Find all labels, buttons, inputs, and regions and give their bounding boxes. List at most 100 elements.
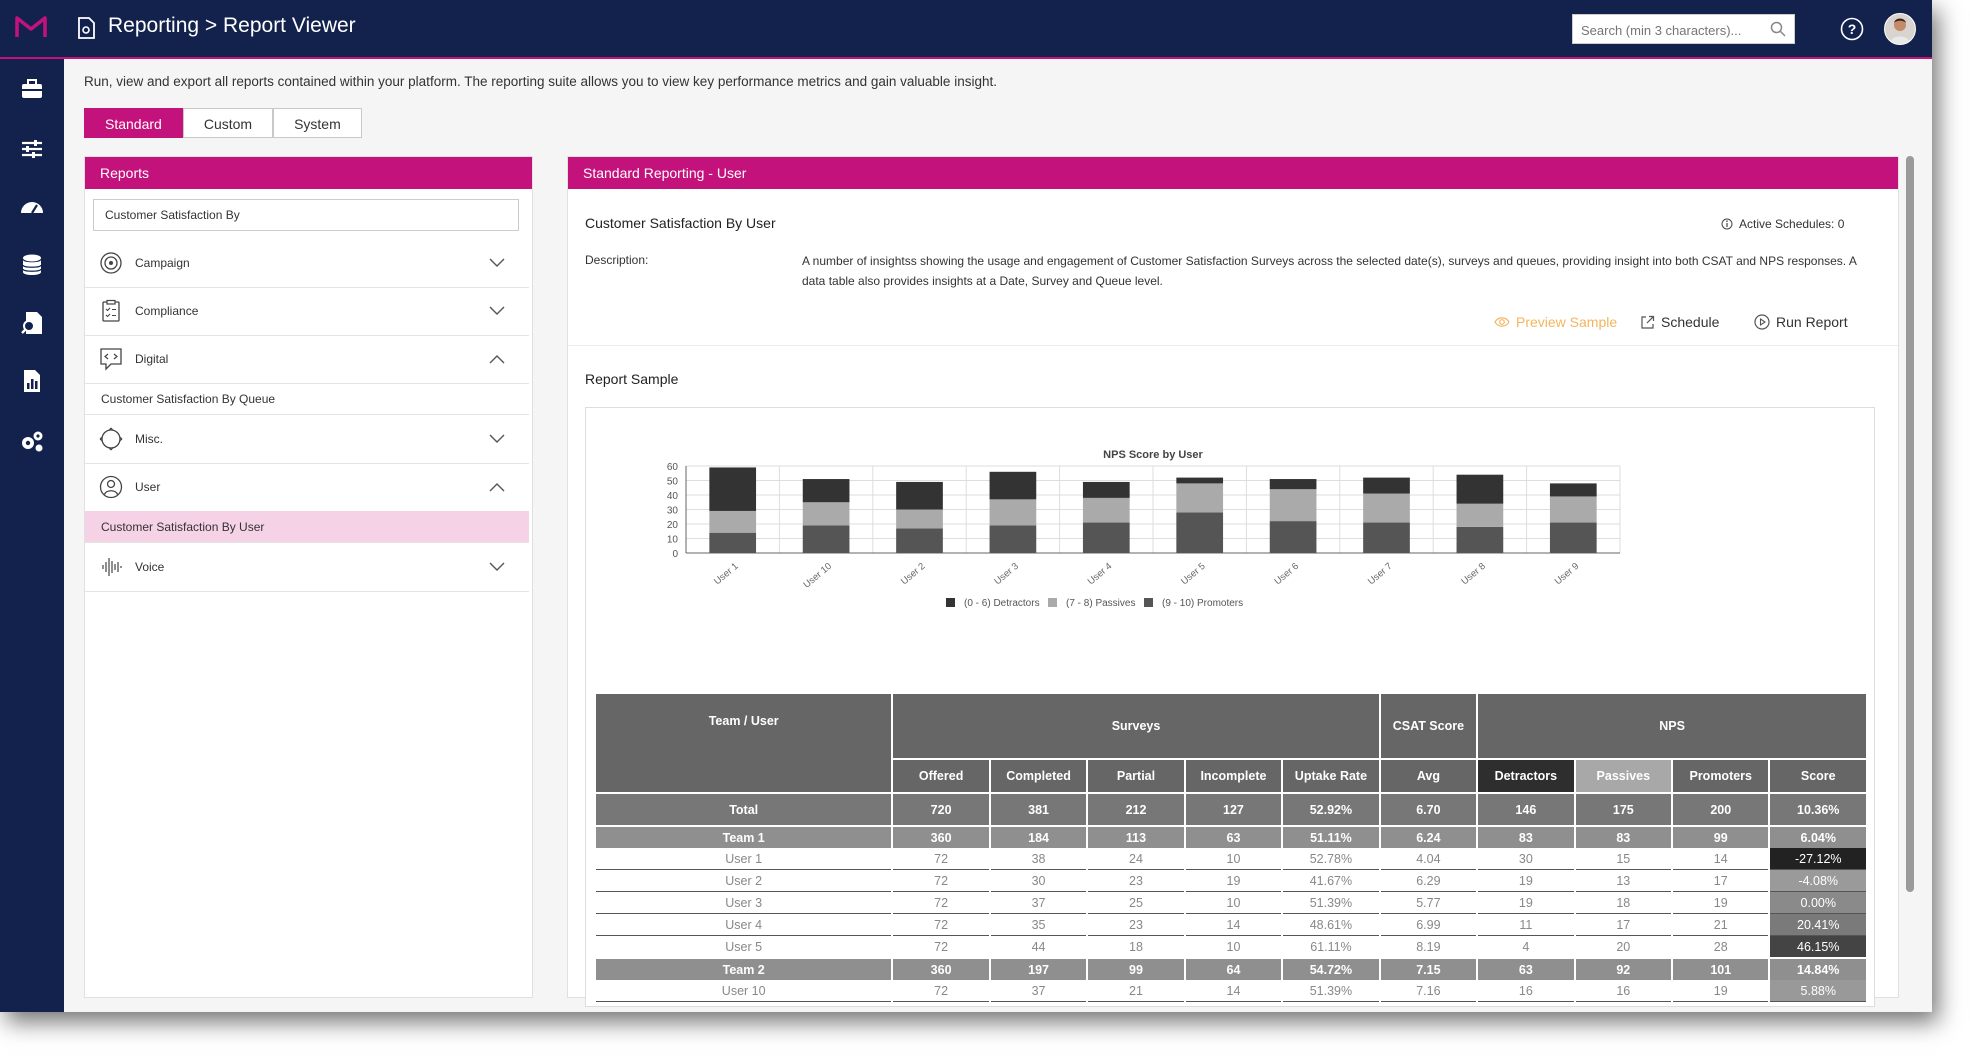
y-tick-label: 40 (667, 491, 679, 502)
report-filter-input[interactable]: Customer Satisfaction By (93, 199, 519, 231)
code-chat-icon (100, 348, 122, 371)
table-cell: 63 (1184, 825, 1284, 848)
briefcase-icon[interactable] (18, 75, 46, 103)
chevron-down-icon[interactable] (489, 306, 505, 316)
header-partial: Partial (1087, 758, 1186, 793)
search-input[interactable] (1579, 16, 1768, 44)
chevron-down-icon[interactable] (489, 258, 505, 268)
legend-swatch (946, 598, 955, 607)
nps-score-cell: 14.84% (1769, 957, 1868, 980)
row-label-cell: User 1 (596, 848, 894, 870)
header-avg: Avg (1379, 758, 1479, 793)
document-search-icon[interactable] (18, 309, 46, 337)
chevron-down-icon[interactable] (489, 434, 505, 444)
table-cell: 19 (1477, 869, 1576, 892)
table-cell: 16 (1477, 980, 1576, 1002)
tab-system[interactable]: System (273, 108, 362, 138)
table-cell: 64 (1184, 957, 1284, 980)
table-cell: 38 (989, 848, 1089, 870)
bar-segment (896, 481, 943, 510)
header-team-user: Team / User (596, 694, 894, 793)
table-cell: 30 (1477, 848, 1576, 870)
category-misc[interactable]: Misc. (85, 415, 529, 464)
x-tick-label: User 7 (1366, 561, 1395, 587)
category-user[interactable]: User (85, 463, 529, 512)
run-report-button[interactable]: Run Report (1754, 314, 1848, 330)
page-title: Reporting > Report Viewer (108, 14, 356, 37)
category-digital[interactable]: Digital (85, 335, 529, 384)
x-tick-label: User 3 (992, 561, 1021, 587)
bar-segment (896, 528, 943, 553)
tab-standard[interactable]: Standard (84, 108, 183, 138)
bar-segment (989, 471, 1037, 500)
schedule-button[interactable]: Schedule (1640, 314, 1719, 330)
chevron-down-icon[interactable] (489, 562, 505, 572)
user-avatar[interactable] (1884, 13, 1916, 45)
app-window: Reporting > Report Viewer ? (0, 0, 1932, 1012)
table-cell: 37 (989, 891, 1089, 914)
table-cell: 83 (1574, 825, 1674, 848)
play-circle-icon (1754, 314, 1770, 330)
table-cell: 19 (1477, 891, 1576, 914)
preview-sample-button[interactable]: Preview Sample (1494, 314, 1617, 330)
table-row: User 10 72 37 21 14 51.39% 7.16 16 16 19 5.88% (596, 980, 1868, 1002)
table-cell: 21 (1672, 913, 1771, 936)
report-icon[interactable] (18, 367, 46, 395)
table-cell: 212 (1087, 792, 1186, 826)
row-label-cell: User 2 (596, 869, 894, 892)
dashboard-icon[interactable] (18, 193, 46, 221)
report-sample-title: Report Sample (585, 371, 679, 387)
report-item-customer-satisfaction-by-queue[interactable]: Customer Satisfaction By Queue (85, 383, 529, 415)
report-detail-panel: Standard Reporting - User Customer Satis… (567, 156, 1899, 1007)
tab-custom[interactable]: Custom (182, 108, 274, 138)
table-cell: 5.77 (1379, 891, 1479, 914)
category-voice[interactable]: Voice (85, 543, 529, 592)
header-incomplete: Incomplete (1184, 758, 1284, 793)
table-cell: 175 (1574, 792, 1674, 826)
report-table-body: Total 720 381 212 127 52.92% 6.70 146 175 200 10.3… (596, 792, 1868, 1002)
table-cell: 10 (1184, 848, 1284, 870)
y-tick-label: 10 (667, 535, 679, 546)
x-tick-label: User 2 (899, 561, 928, 587)
bar-segment (989, 499, 1037, 526)
category-compliance[interactable]: Compliance (85, 287, 529, 336)
x-tick-label: User 10 (801, 561, 834, 591)
table-cell: 200 (1672, 792, 1771, 826)
sound-wave-icon (102, 558, 122, 576)
row-label-cell: User 4 (596, 913, 894, 936)
bar-segment (1269, 479, 1317, 490)
bar-segment (1549, 522, 1597, 553)
bar-segment (1082, 497, 1130, 523)
table-cell: 61.11% (1282, 935, 1381, 959)
category-campaign[interactable]: Campaign (85, 239, 529, 288)
chevron-up-icon[interactable] (489, 482, 505, 492)
table-cell: 10 (1184, 935, 1284, 959)
nps-score-cell: 20.41% (1769, 913, 1868, 936)
legend-label: (7 - 8) Passives (1066, 598, 1135, 609)
report-item-customer-satisfaction-by-user[interactable]: Customer Satisfaction By User (85, 511, 529, 543)
bar-segment (1549, 496, 1597, 523)
search-icon[interactable] (1770, 21, 1786, 37)
database-icon[interactable] (18, 251, 46, 279)
table-cell: 63 (1477, 957, 1576, 980)
bar-segment (709, 532, 757, 553)
table-cell: 360 (892, 825, 991, 848)
table-cell: 54.72% (1282, 957, 1381, 980)
table-cell: 19 (1184, 869, 1284, 892)
table-cell: 99 (1672, 825, 1771, 848)
brand-logo[interactable] (14, 14, 48, 40)
sliders-icon[interactable] (18, 135, 46, 163)
legend-swatch (1144, 598, 1153, 607)
detail-panel-title: Standard Reporting - User (568, 157, 1898, 189)
bar-segment (1082, 522, 1130, 553)
help-icon[interactable]: ? (1840, 17, 1864, 41)
table-cell: 146 (1477, 792, 1576, 826)
settings-icon[interactable] (18, 427, 46, 455)
nps-score-cell: 6.04% (1769, 825, 1868, 848)
table-cell: 184 (989, 825, 1089, 848)
table-cell: 10 (1184, 891, 1284, 914)
scrollbar[interactable] (1906, 156, 1914, 892)
search-box[interactable] (1572, 14, 1795, 44)
y-tick-label: 20 (667, 520, 679, 531)
chevron-up-icon[interactable] (489, 354, 505, 364)
